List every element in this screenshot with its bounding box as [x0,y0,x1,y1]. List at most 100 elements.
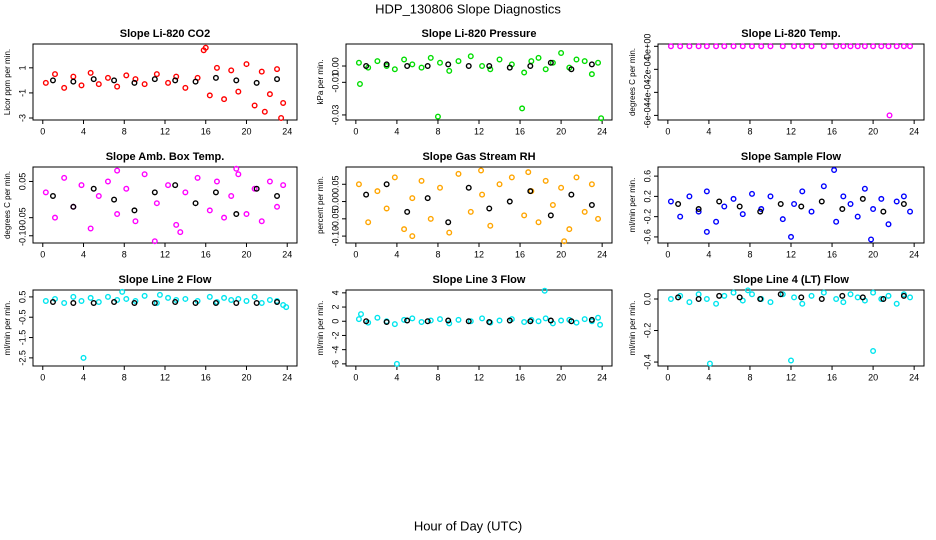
point [280,182,287,189]
point [573,56,580,63]
point [374,188,381,195]
point [123,72,130,79]
x-tick-label: 16 [515,249,525,259]
point [424,195,431,202]
point [437,316,444,323]
point [213,64,220,71]
point [749,291,756,298]
x-axis-label: Hour of Day (UTC) [414,518,522,533]
point [70,78,77,85]
point [730,43,737,50]
point [141,292,148,299]
point [404,63,411,70]
x-tick-label: 20 [556,372,566,382]
point [90,76,97,83]
x-tick-label: 16 [201,126,211,136]
x-tick-label: 4 [394,372,399,382]
point [527,63,534,70]
point [757,208,764,215]
point [581,58,588,65]
point [355,316,362,323]
y-tick-label: -6 [330,360,340,368]
point [427,215,434,222]
point [573,174,580,181]
x-tick-label: 0 [40,249,45,259]
panel-title: Slope Li-820 Pressure [422,28,537,40]
point [595,314,602,321]
point [744,287,751,294]
x-tick-label: 16 [827,372,837,382]
point [788,357,795,364]
x-tick-label: 12 [160,126,170,136]
point [251,102,258,109]
point [706,360,713,367]
point [182,189,189,196]
point [355,181,362,188]
point [141,81,148,88]
point [595,215,602,222]
point [445,61,452,68]
point [508,174,515,181]
point [192,78,199,85]
x-tick-label: 0 [665,249,670,259]
point [52,71,59,78]
point [535,54,542,61]
point [393,360,400,367]
point [478,167,485,174]
point [542,315,549,322]
point [243,297,250,304]
point [568,191,575,198]
x-tick-label: 12 [474,126,484,136]
point [465,63,472,70]
point [233,77,240,84]
point [859,195,866,202]
point [588,201,595,208]
y-tick-label: 0.05 [17,173,27,191]
point [859,294,866,301]
x-tick-label: 4 [81,249,86,259]
point [588,71,595,78]
point [141,171,148,178]
point [235,171,242,178]
point [521,69,528,76]
point [542,177,549,184]
point [70,73,77,80]
point [446,67,453,74]
x-tick-label: 16 [827,249,837,259]
point [496,56,503,63]
y-tick-label: -3 [17,114,27,122]
point [907,208,914,215]
point [356,80,363,87]
point [123,295,130,302]
point [788,233,795,240]
point [177,229,184,236]
point [90,300,97,307]
point [791,200,798,207]
y-tick-label: -0.10 [17,226,27,247]
point [446,320,453,327]
point [561,238,568,245]
point [274,298,281,305]
plot-box [657,43,925,121]
point [479,63,486,70]
point [549,201,556,208]
point [721,43,728,50]
x-tick-label: 12 [786,372,796,382]
point [172,77,179,84]
point [153,300,160,307]
y-tick-label: -0.4 [642,354,652,370]
point [374,58,381,65]
point [798,203,805,210]
point [111,77,118,84]
point [900,200,907,207]
point [363,191,370,198]
point [253,185,260,192]
point [703,295,710,302]
point [445,317,452,324]
point [465,318,472,325]
point [151,300,158,307]
point [233,300,240,307]
point [78,82,85,89]
y-tick-label: 1 [17,65,27,70]
